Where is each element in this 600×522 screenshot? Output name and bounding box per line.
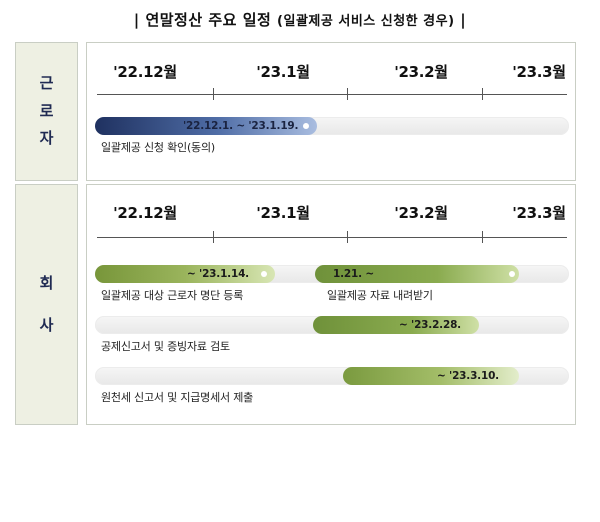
row-caption: 일괄제공 신청 확인(동의) <box>101 141 215 154</box>
month-label: '22.12월 <box>113 63 177 81</box>
row-caption: 원천세 신고서 및 지급명세서 제출 <box>101 391 254 404</box>
company-timeline-panel: '22.12월 '23.1월 '23.2월 '23.3월 ~ '23.1.14.… <box>86 184 576 425</box>
company-label-char: 사 <box>39 315 54 334</box>
schedule-bar-list-registration <box>95 265 275 283</box>
axis-tick <box>213 231 214 243</box>
worker-label-char: 로 <box>39 101 54 120</box>
title-subtitle: (일괄제공 서비스 신청한 경우) <box>277 14 455 29</box>
axis-tick <box>213 88 214 100</box>
row-caption: 일괄제공 대상 근로자 명단 등록 <box>101 289 244 302</box>
schedule-bar-consent <box>95 117 317 135</box>
axis-tick <box>347 231 348 243</box>
row-caption: 일괄제공 자료 내려받기 <box>327 289 433 302</box>
month-label: '23.1월 <box>256 63 310 81</box>
title-left-bar: | <box>133 11 140 29</box>
month-label: '23.1월 <box>256 204 310 222</box>
axis-tick <box>347 88 348 100</box>
bar-end-dot <box>261 271 267 277</box>
company-label-char: 회 <box>39 273 54 292</box>
bar-date-range: ~ '23.2.28. <box>399 319 461 331</box>
month-label: '23.2월 <box>394 204 448 222</box>
bar-date-range: ~ '23.1.14. <box>187 268 249 280</box>
bar-end-dot <box>509 271 515 277</box>
title-right-bar: | <box>460 11 467 29</box>
worker-timeline-panel: '22.12월 '23.1월 '23.2월 '23.3월 '22.12.1. ~… <box>86 42 576 181</box>
bar-end-dot <box>303 123 309 129</box>
month-label: '23.3월 <box>512 204 566 222</box>
axis-tick <box>482 88 483 100</box>
month-label: '23.3월 <box>512 63 566 81</box>
month-label: '23.2월 <box>394 63 448 81</box>
bar-date-range: ~ '23.3.10. <box>437 370 499 382</box>
timeline-axis <box>97 94 567 95</box>
company-section-label: 회 사 <box>15 184 78 425</box>
bar-date-range: 1.21. ~ <box>333 268 374 280</box>
month-label: '22.12월 <box>113 204 177 222</box>
page-title: | 연말정산 주요 일정 (일괄제공 서비스 신청한 경우) | <box>0 9 600 30</box>
axis-tick <box>482 231 483 243</box>
bar-date-range: '22.12.1. ~ '23.1.19. <box>183 120 299 132</box>
title-main: 연말정산 주요 일정 <box>145 11 272 29</box>
schedule-bar-data-download <box>315 265 519 283</box>
schedule-bar-submission <box>343 367 519 385</box>
worker-label-char: 근 <box>39 73 54 92</box>
worker-label-char: 자 <box>39 129 54 148</box>
row-caption: 공제신고서 및 증빙자료 검토 <box>101 340 230 353</box>
timeline-axis <box>97 237 567 238</box>
worker-section-label: 근 로 자 <box>15 42 78 181</box>
schedule-bar-review <box>313 316 479 334</box>
